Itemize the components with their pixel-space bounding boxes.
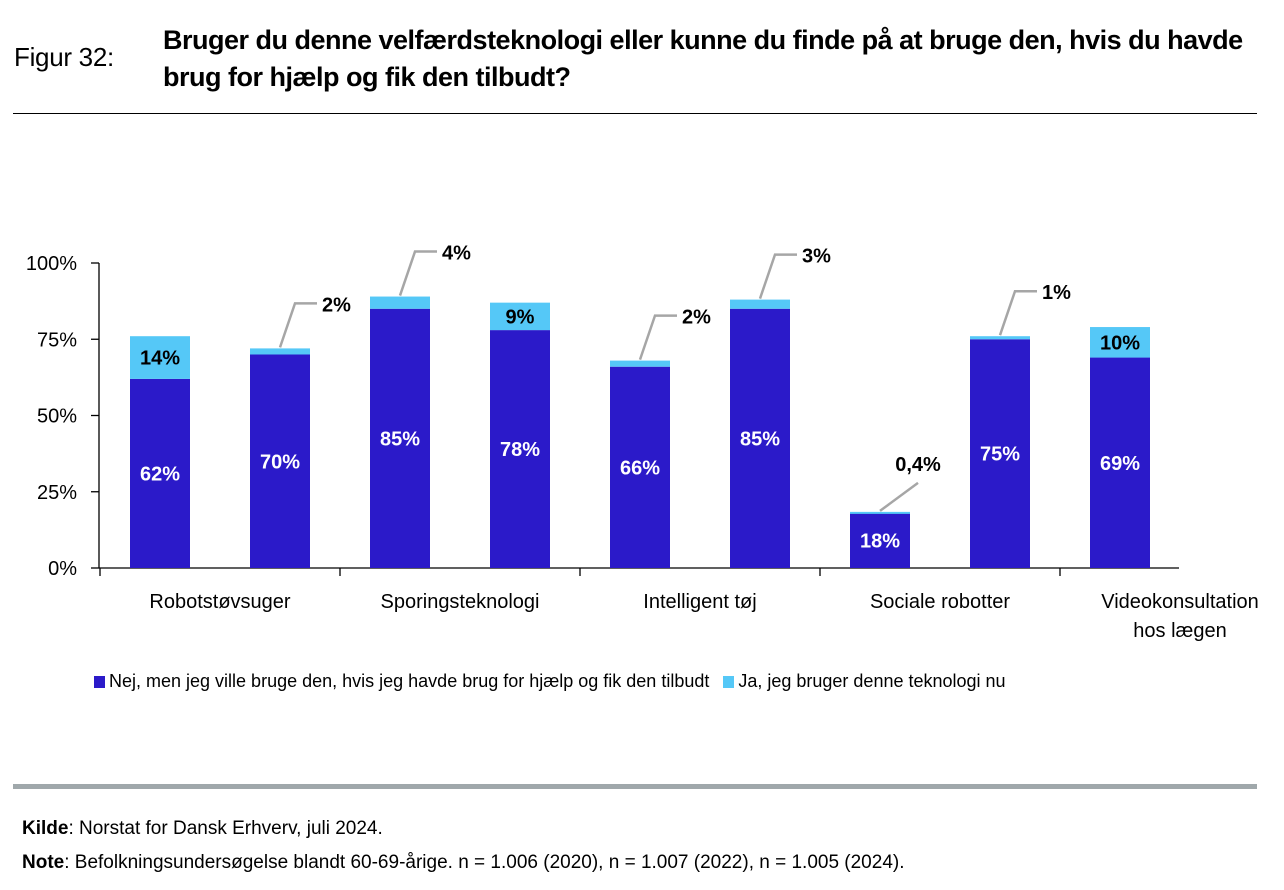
note-text: : Befolkningsundersøgelse blandt 60-69-å…	[64, 852, 905, 873]
x-category-label: Sociale robotter	[870, 591, 1010, 613]
bar-segment-ja	[130, 336, 190, 379]
bar-segment-nej	[250, 354, 310, 568]
value-label-nej: 75%	[980, 444, 1020, 466]
value-label-nej: 66%	[620, 457, 660, 479]
callout-line	[758, 253, 797, 300]
bars-group	[130, 296, 1150, 568]
value-label-nej: 70%	[260, 451, 300, 473]
value-label-ja: 1%	[1042, 282, 1071, 304]
note-label: Note	[22, 852, 65, 873]
data-labels-group: 62% 14% 70% 2% 85% 4% 78% 9% 66% 2% 85% 3% 18% 0,4% 75…	[140, 243, 1140, 553]
legend-item-ja: Ja, jeg bruger denne teknologi nu	[723, 671, 1006, 692]
legend: Nej, men jeg ville bruge den, hvis jeg h…	[94, 671, 1020, 692]
bar-segment-nej	[730, 308, 790, 568]
source-label: Kilde	[22, 818, 69, 839]
source-text: : Norstat for Dansk Erhverv, juli 2024.	[68, 818, 383, 839]
value-label-ja: 9%	[506, 306, 535, 328]
value-label-ja: 10%	[1100, 332, 1140, 354]
y-tick-label: 0%	[48, 558, 77, 580]
bar-segment-ja	[730, 299, 790, 309]
footer-divider	[13, 784, 1257, 789]
legend-label-ja: Ja, jeg bruger denne teknologi nu	[738, 671, 1006, 691]
figure-title: Bruger du denne velfærdsteknologi eller …	[163, 25, 1243, 92]
bar-segment-ja	[970, 336, 1030, 340]
value-label-ja: 4%	[442, 243, 471, 265]
bar-segment-ja	[1090, 327, 1150, 358]
x-axis: Robotstøvsuger Sporingsteknologi Intellige…	[99, 567, 1259, 642]
legend-swatch-nej	[94, 675, 105, 688]
bar-segment-nej	[130, 378, 190, 568]
x-category-label: hos lægen	[1133, 620, 1226, 642]
title-divider	[13, 113, 1257, 114]
callout-line	[398, 250, 437, 296]
y-axis: 0% 25% 50% 75% 100%	[26, 253, 100, 580]
bar-segment-nej	[970, 339, 1030, 568]
value-label-nej: 85%	[740, 428, 780, 450]
y-tick-label: 75%	[37, 329, 77, 351]
bar-segment-ja	[610, 360, 670, 367]
bar-segment-ja	[370, 296, 430, 309]
legend-item-nej: Nej, men jeg ville bruge den, hvis jeg h…	[94, 671, 709, 692]
source-line: Kilde: Norstat for Dansk Erhverv, juli 2…	[22, 818, 383, 840]
callout-line	[638, 314, 677, 361]
callout-line	[278, 302, 317, 348]
bar-segment-ja	[490, 302, 550, 331]
value-label-ja: 0,4%	[895, 454, 941, 476]
stacked-bar-chart: 0% 25% 50% 75% 100% Robotstøvsuger Sporingste…	[26, 243, 1259, 642]
legend-label-nej: Nej, men jeg ville bruge den, hvis jeg h…	[109, 671, 710, 691]
value-label-ja: 14%	[140, 348, 180, 370]
x-category-label: Videokonsultation	[1101, 591, 1259, 613]
bar-segment-nej	[610, 366, 670, 568]
x-category-label: Sporingsteknologi	[381, 591, 540, 613]
y-tick-label: 100%	[26, 253, 77, 275]
bar-segment-ja	[250, 348, 310, 355]
bar-segment-nej	[850, 513, 910, 568]
note-line: Note: Befolkningsundersøgelse blandt 60-…	[22, 852, 905, 874]
y-tick-label: 50%	[37, 406, 77, 428]
figure-label: Figur 32:	[14, 42, 114, 72]
value-label-ja: 3%	[802, 246, 831, 268]
value-label-nej: 18%	[860, 531, 900, 553]
callout-line	[998, 289, 1037, 336]
bar-segment-ja	[850, 511, 910, 514]
y-tick-label: 25%	[37, 482, 77, 504]
x-category-label: Intelligent tøj	[643, 591, 756, 613]
legend-swatch-ja	[723, 675, 735, 688]
bar-segment-nej	[370, 308, 430, 568]
value-label-nej: 85%	[380, 428, 420, 450]
x-category-label: Robotstøvsuger	[149, 591, 291, 613]
bar-segment-nej	[1090, 357, 1150, 568]
value-label-nej: 78%	[500, 439, 540, 461]
bar-segment-nej	[490, 330, 550, 568]
value-label-nej: 69%	[1100, 453, 1140, 475]
callout-line	[879, 481, 919, 512]
value-label-nej: 62%	[140, 463, 180, 485]
value-label-ja: 2%	[682, 307, 711, 329]
value-label-ja: 2%	[322, 294, 351, 316]
